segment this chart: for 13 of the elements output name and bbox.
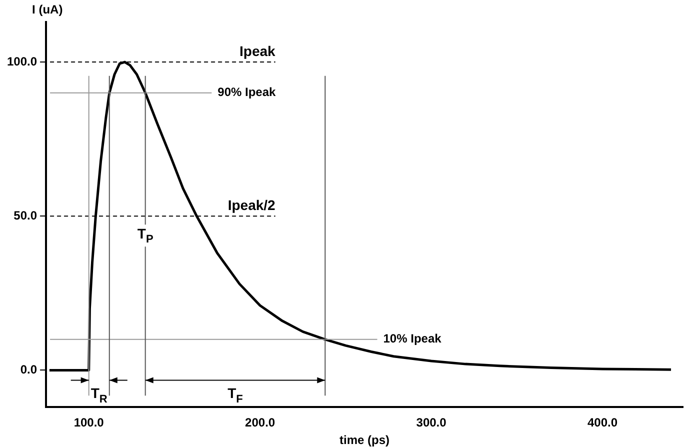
ref-line-label: Ipeak [240, 42, 276, 59]
ref-line-label: 10% Ipeak [383, 332, 442, 346]
x-tick-label: 100.0 [74, 416, 104, 430]
x-tick-label: 300.0 [416, 416, 447, 430]
y-tick-label: 50.0 [14, 208, 38, 222]
y-tick-label: 0.0 [20, 362, 38, 377]
x-tick-label: 200.0 [245, 416, 276, 430]
x-tick-label: 400.0 [588, 416, 618, 430]
x-axis-title: time (ps) [340, 433, 390, 448]
y-tick-label: 100.0 [7, 54, 38, 68]
ref-line-label: Ipeak/2 [228, 197, 276, 213]
y-axis-title: I (uA) [32, 2, 63, 16]
ref-line-label: 90% Ipeak [218, 85, 276, 100]
